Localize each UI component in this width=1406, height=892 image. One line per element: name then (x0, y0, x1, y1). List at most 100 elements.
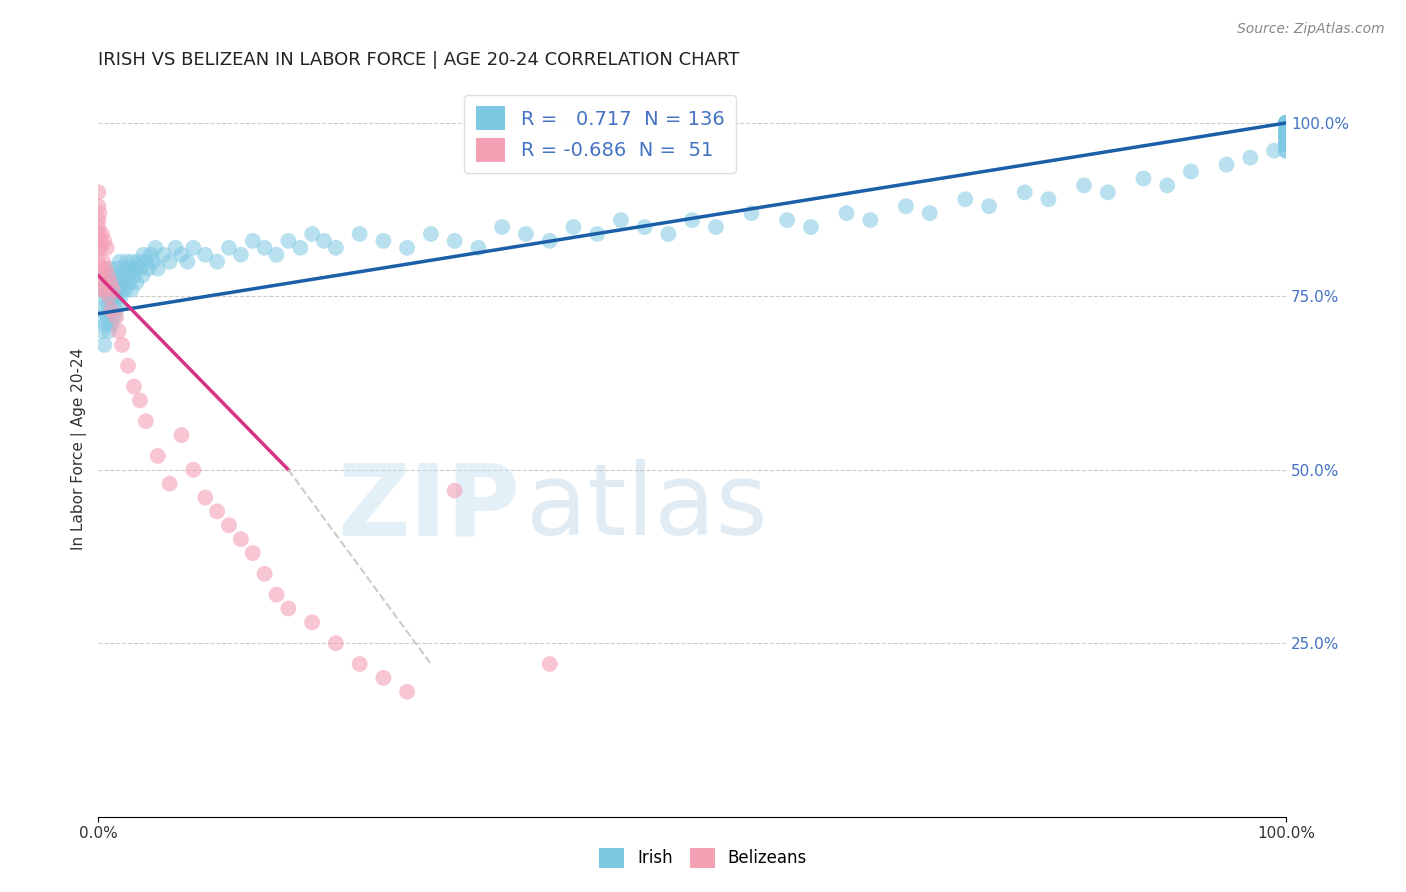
Point (467, 241, 489, 255)
Point (205, 504, 228, 518)
Point (122, 268, 145, 283)
Point (165, 241, 187, 255)
Point (205, 254, 228, 268)
Point (135, 414, 157, 428)
Point (1263, 144, 1285, 158)
Point (419, 227, 441, 241)
Point (1275, 136, 1298, 151)
Point (90, 261, 112, 276)
Point (107, 296, 129, 310)
Point (111, 268, 134, 283)
Point (105, 303, 128, 318)
Point (94, 261, 117, 276)
Point (96, 276, 118, 290)
Point (98, 289, 121, 303)
Point (93, 338, 115, 352)
Point (1275, 116, 1298, 130)
Point (122, 379, 145, 393)
Point (266, 248, 288, 262)
Point (1275, 129, 1298, 144)
Point (443, 483, 465, 498)
Point (704, 219, 727, 234)
Point (121, 254, 143, 268)
Point (301, 227, 323, 241)
Point (125, 276, 148, 290)
Legend: Irish, Belizeans: Irish, Belizeans (592, 841, 814, 875)
Text: atlas: atlas (526, 459, 768, 557)
Point (681, 213, 703, 227)
Point (159, 476, 181, 491)
Point (610, 213, 633, 227)
Point (114, 261, 136, 276)
Point (229, 532, 252, 546)
Point (124, 261, 146, 276)
Point (741, 206, 763, 220)
Point (91, 254, 114, 268)
Point (301, 615, 323, 630)
Text: ZIP: ZIP (337, 459, 520, 557)
Point (312, 234, 335, 248)
Point (1180, 164, 1202, 178)
Point (131, 268, 153, 283)
Point (325, 241, 347, 255)
Point (152, 248, 174, 262)
Point (1275, 129, 1298, 144)
Point (1275, 144, 1298, 158)
Point (1275, 123, 1298, 137)
Point (1097, 186, 1119, 200)
Point (87, 254, 110, 268)
Point (143, 241, 166, 255)
Point (170, 428, 193, 442)
Point (183, 463, 205, 477)
Point (136, 261, 159, 276)
Point (1275, 129, 1298, 144)
Point (918, 206, 941, 220)
Point (87, 213, 110, 227)
Point (1275, 116, 1298, 130)
Point (1275, 136, 1298, 151)
Point (97, 268, 120, 283)
Point (170, 248, 193, 262)
Point (129, 393, 152, 408)
Point (1275, 123, 1298, 137)
Point (1275, 123, 1298, 137)
Point (111, 338, 134, 352)
Point (977, 199, 1000, 213)
Point (218, 518, 240, 533)
Point (107, 324, 129, 338)
Point (105, 310, 128, 325)
Point (101, 282, 124, 296)
Point (325, 636, 347, 650)
Point (96, 241, 118, 255)
Point (538, 657, 561, 671)
Point (194, 248, 217, 262)
Point (1239, 151, 1261, 165)
Point (1275, 116, 1298, 130)
Point (1275, 129, 1298, 144)
Point (97, 310, 120, 325)
Point (146, 449, 169, 463)
Point (277, 601, 299, 615)
Point (1014, 186, 1036, 200)
Point (110, 289, 132, 303)
Point (562, 219, 585, 234)
Point (229, 248, 252, 262)
Point (112, 276, 135, 290)
Point (1275, 136, 1298, 151)
Point (98, 261, 121, 276)
Point (89, 206, 111, 220)
Point (96, 296, 118, 310)
Point (146, 261, 169, 276)
Point (118, 276, 141, 290)
Point (103, 282, 125, 296)
Point (373, 671, 395, 685)
Point (1275, 116, 1298, 130)
Point (253, 241, 276, 255)
Point (93, 234, 115, 248)
Point (104, 289, 127, 303)
Y-axis label: In Labor Force | Age 20-24: In Labor Force | Age 20-24 (72, 348, 87, 550)
Point (776, 213, 799, 227)
Point (90, 276, 112, 290)
Point (87, 186, 110, 200)
Point (349, 227, 371, 241)
